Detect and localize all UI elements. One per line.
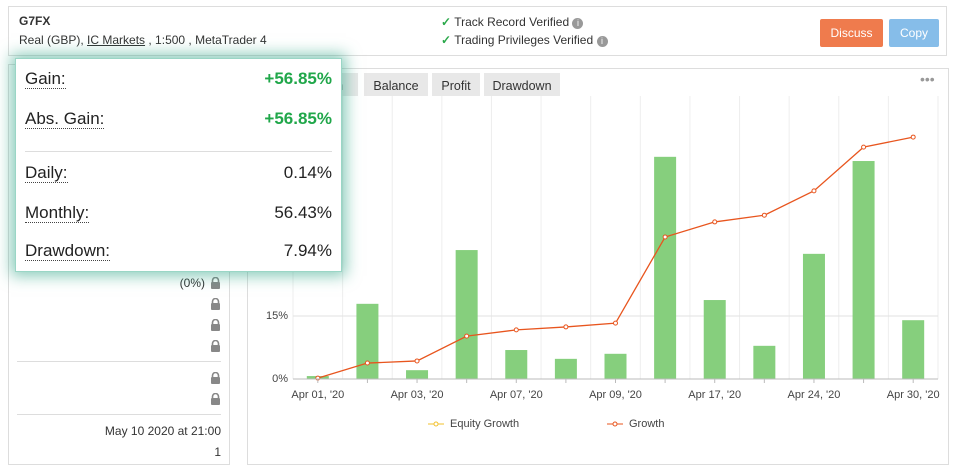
account-details: , 1:500 , MetaTrader 4 — [148, 33, 267, 47]
lock-icon — [210, 318, 221, 336]
separator — [17, 361, 221, 362]
tab[interactable]: Balance — [364, 73, 428, 99]
discuss-button[interactable]: Discuss — [820, 19, 883, 47]
stats-popup: Gain: +56.85% Abs. Gain: +56.85% Daily: 0.14%… — [15, 58, 342, 272]
popup-value: 0.14% — [283, 163, 332, 182]
popup-row: Gain: +56.85% — [25, 67, 332, 91]
popup-value: 56.43% — [274, 203, 332, 222]
stat-value: May 10 2020 at 21:00 — [104, 424, 221, 438]
verified-2: ✓ Trading Privileges Verified i — [441, 33, 608, 47]
header: G7FX Real (GBP), IC Markets , 1:500 , Me… — [8, 6, 947, 56]
verified-text: Trading Privileges Verified — [454, 33, 594, 47]
popup-label: Drawdown: — [25, 241, 111, 261]
popup-value: +56.85% — [264, 69, 332, 88]
stat-row — [17, 295, 221, 313]
stat-row: 1 — [17, 443, 221, 461]
stat-value: 1 — [214, 445, 221, 459]
account-info: Real (GBP), IC Markets , 1:500 , MetaTra… — [19, 33, 267, 47]
copy-button[interactable]: Copy — [889, 19, 939, 47]
tab[interactable]: Profit — [432, 73, 480, 99]
stat-row: (0%) — [17, 274, 221, 292]
lock-icon — [210, 392, 221, 410]
popup-row: Abs. Gain: +56.85% — [25, 107, 332, 131]
separator — [25, 151, 332, 152]
stat-value: (0%) — [179, 276, 205, 290]
popup-row: Daily: 0.14% — [25, 161, 332, 185]
lock-icon — [210, 371, 221, 389]
popup-label: Daily: — [25, 163, 68, 183]
stat-row — [17, 337, 221, 355]
stat-row: May 10 2020 at 21:00 — [17, 422, 221, 440]
lock-icon — [210, 297, 221, 315]
popup-label: Monthly: — [25, 203, 90, 223]
lock-icon — [210, 276, 221, 294]
popup-value: +56.85% — [264, 109, 332, 128]
verified-1: ✓ Track Record Verified i — [441, 15, 584, 29]
popup-row: Monthly: 56.43% — [25, 201, 332, 225]
separator — [17, 414, 221, 415]
tab[interactable]: Drawdown — [484, 73, 560, 99]
popup-label: Gain: — [25, 69, 66, 89]
lock-icon — [210, 339, 221, 357]
stat-row — [17, 369, 221, 387]
stat-row — [17, 390, 221, 408]
title: G7FX — [19, 14, 51, 28]
stat-row — [17, 316, 221, 334]
popup-label: Abs. Gain: — [25, 109, 105, 129]
verified-text: Track Record Verified — [454, 15, 570, 29]
menu-dots[interactable]: ••• — [920, 71, 935, 87]
broker-link[interactable]: IC Markets — [87, 33, 146, 47]
popup-value: 7.94% — [283, 241, 332, 260]
account: Real (GBP), — [19, 33, 84, 47]
popup-row: Drawdown: 7.94% — [25, 239, 332, 263]
chart-panel: Growth Balance Profit Drawdown ••• — [247, 68, 949, 465]
